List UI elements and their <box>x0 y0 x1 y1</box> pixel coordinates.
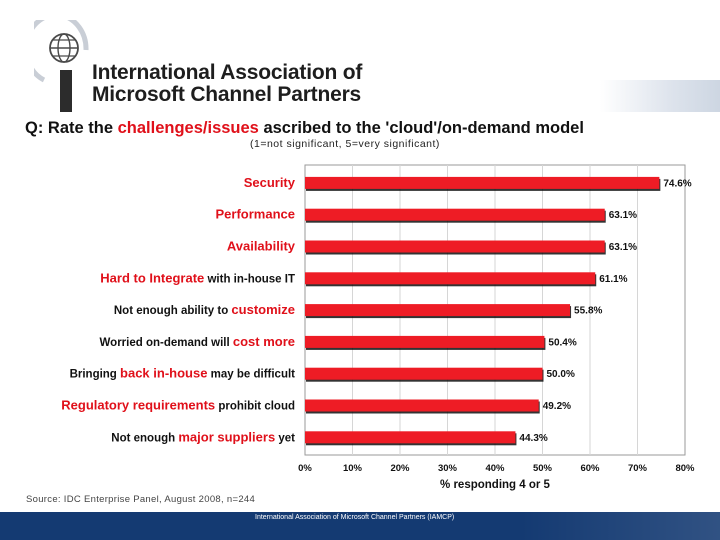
x-tick-label: 0% <box>298 463 312 474</box>
bar <box>305 367 543 380</box>
x-axis-ticks: 0% 10% 20% 30% 40% 50% 60% 70% 80% <box>298 463 695 474</box>
bar-value-label: 50.0% <box>547 369 575 380</box>
footer-decoration <box>520 512 720 540</box>
bar-value-label: 63.1% <box>609 210 637 221</box>
organization-name-line1: International Association of <box>92 61 363 84</box>
x-tick-label: 20% <box>390 463 410 474</box>
question-suffix: ascribed to the 'cloud'/on-demand model <box>258 119 584 137</box>
category-label-segment: customize <box>231 302 295 317</box>
header-decoration <box>600 80 720 112</box>
bar-value-label: 61.1% <box>599 274 627 285</box>
category-label-segment: major suppliers <box>178 429 275 444</box>
category-label: Security <box>244 175 296 190</box>
footer-text: International Association of Microsoft C… <box>255 514 455 521</box>
category-label-segment: Security <box>244 175 296 190</box>
organization-name: International Association of Microsoft C… <box>92 62 362 106</box>
bars <box>305 176 661 446</box>
category-label-segment: cost more <box>233 334 295 349</box>
category-label-segment: Worried on-demand will <box>100 337 233 349</box>
category-label: Not enough major suppliers yet <box>111 429 295 444</box>
category-label-segment: may be difficult <box>207 369 295 381</box>
question-prefix: Q: Rate the <box>25 119 118 137</box>
bar <box>305 399 539 412</box>
category-label-segment: yet <box>275 432 295 444</box>
category-label: Worried on-demand will cost more <box>100 334 295 349</box>
category-label-segment: Not enough ability to <box>114 305 232 317</box>
footer-bar <box>0 512 720 540</box>
x-tick-label: 70% <box>628 463 648 474</box>
x-tick-label: 40% <box>485 463 505 474</box>
category-label: Not enough ability to customize <box>114 302 295 317</box>
category-label-segment: Regulatory requirements <box>61 398 215 413</box>
source-note: Source: IDC Enterprise Panel, August 200… <box>26 494 256 505</box>
bar-value-label: 50.4% <box>548 337 576 348</box>
bar <box>305 176 660 189</box>
bar <box>305 272 596 285</box>
x-tick-label: 60% <box>580 463 600 474</box>
bar-value-label: 74.6% <box>663 178 691 189</box>
bar <box>305 431 516 444</box>
value-labels: 74.6% 63.1% 63.1% 61.1% 55.8% 50.4% 50.0% 49.2%… <box>519 178 691 443</box>
x-tick-label: 80% <box>675 463 695 474</box>
bar-chart: 74.6% 63.1% 63.1% 61.1% 55.8% 50.4% 50.0% 49.2%… <box>61 164 695 491</box>
bar <box>305 208 605 221</box>
bar-value-label: 55.8% <box>574 306 602 317</box>
category-label-segment: Not enough <box>111 432 178 444</box>
bar <box>305 240 605 253</box>
x-tick-label: 10% <box>343 463 363 474</box>
category-label: Bringing back in-house may be difficult <box>70 366 296 381</box>
bar-value-label: 63.1% <box>609 242 637 253</box>
category-label: Performance <box>216 207 295 222</box>
bar-value-label: 49.2% <box>543 401 571 412</box>
category-label-segment: Availability <box>227 239 296 254</box>
category-label-segment: Bringing <box>70 369 120 381</box>
bar <box>305 304 571 317</box>
category-label: Regulatory requirements prohibit cloud <box>61 398 295 413</box>
category-label-segment: with in-house IT <box>204 273 295 285</box>
category-labels: Security Performance Availability Hard to I… <box>61 175 296 444</box>
category-label-segment: back in-house <box>120 366 207 381</box>
bar-value-label: 44.3% <box>519 433 547 444</box>
organization-name-line2: Microsoft Channel Partners <box>92 83 362 106</box>
category-label: Availability <box>227 239 296 254</box>
question-title: Q: Rate the challenges/issues ascribed t… <box>25 119 584 138</box>
x-tick-label: 50% <box>533 463 553 474</box>
category-label-segment: Hard to Integrate <box>100 270 204 285</box>
globe-logo-icon <box>34 20 89 112</box>
category-label-segment: prohibit cloud <box>215 401 295 413</box>
bar <box>305 335 545 348</box>
category-label-segment: Performance <box>216 207 295 222</box>
question-highlight: challenges/issues <box>117 119 259 137</box>
x-axis-label: % responding 4 or 5 <box>440 479 551 491</box>
x-tick-label: 30% <box>438 463 458 474</box>
category-label: Hard to Integrate with in-house IT <box>100 270 295 285</box>
question-subtitle: (1=not significant, 5=very significant) <box>250 138 440 150</box>
